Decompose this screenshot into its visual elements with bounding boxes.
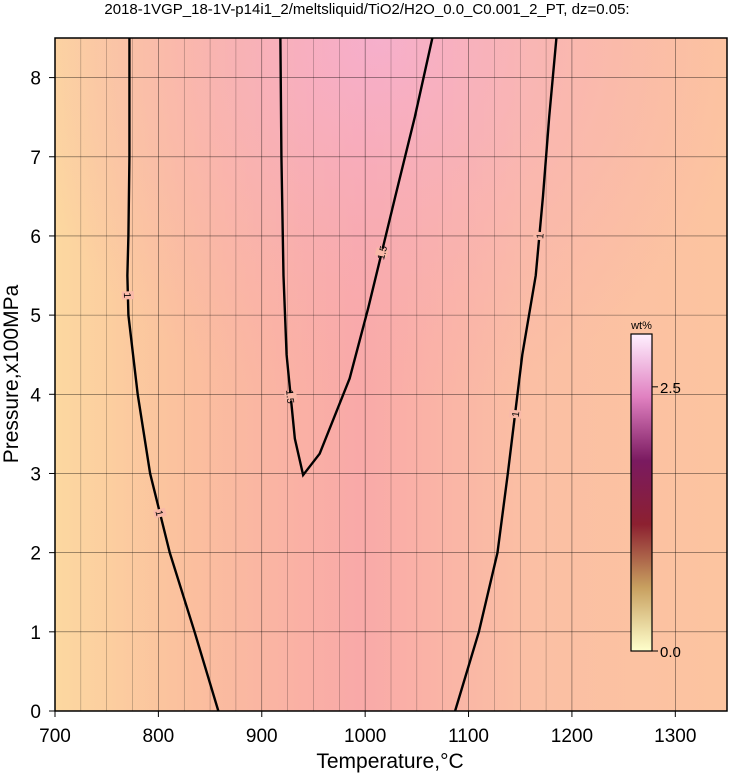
contour-line <box>279 38 434 478</box>
y-tick-label: 2 <box>30 544 41 565</box>
y-tick-label: 1 <box>30 623 41 644</box>
y-axis-label: Pressure,x100MPa <box>0 284 23 463</box>
contour-label: 1 <box>121 292 132 298</box>
x-tick-label: 800 <box>143 726 175 747</box>
y-tick-label: 4 <box>30 385 41 406</box>
y-tick-label: 6 <box>30 227 41 248</box>
y-tick-label: 3 <box>30 464 41 485</box>
colorbar-fill <box>630 333 653 652</box>
chart-title: 2018-1VGP_18-1V-p14i1_2/meltsliquid/TiO2… <box>104 1 629 18</box>
y-tick-label: 0 <box>30 702 41 723</box>
y-tick-label: 5 <box>30 306 41 327</box>
contour-label-bg <box>153 507 167 519</box>
contour-line <box>126 38 220 711</box>
colorbar: wt% 0.0 2.5 <box>630 320 681 661</box>
x-tick-label: 700 <box>39 726 71 747</box>
colorbar-tick-label: 2.5 <box>660 380 681 397</box>
y-tick-label: 8 <box>30 69 41 90</box>
plot-frame <box>54 37 728 712</box>
contour-label-bg <box>284 392 298 402</box>
axes: 700 800 900 1000 1100 1200 1300 0 1 2 3 4 5 6 7 8 <box>30 69 696 747</box>
x-tick-label: 900 <box>246 726 278 747</box>
contour-label: 1.5 <box>283 389 295 404</box>
contour-label: 1 <box>152 509 164 517</box>
contour-label-bg <box>374 247 389 258</box>
contour-label-bg <box>508 409 522 419</box>
colorbar-label: wt% <box>630 320 652 332</box>
y-tick-label: 7 <box>30 148 41 169</box>
x-axis-label: Temperature,°C <box>316 750 463 773</box>
x-tick-label: 1000 <box>344 726 386 747</box>
x-tick-label: 1300 <box>654 726 696 747</box>
colorbar-tick-label: 0.0 <box>660 644 681 661</box>
x-tick-label: 1200 <box>551 726 593 747</box>
contour-label-bg <box>533 231 546 241</box>
contour-line <box>453 38 558 711</box>
contours: 1 1 1 1 1.5 1.5 <box>121 38 558 711</box>
x-tick-label: 1100 <box>448 726 489 747</box>
contour-label-bg <box>121 291 134 300</box>
contour-label: 1.5 <box>376 244 390 261</box>
contour-label: 1 <box>511 410 523 417</box>
contour-label: 1 <box>535 232 547 239</box>
